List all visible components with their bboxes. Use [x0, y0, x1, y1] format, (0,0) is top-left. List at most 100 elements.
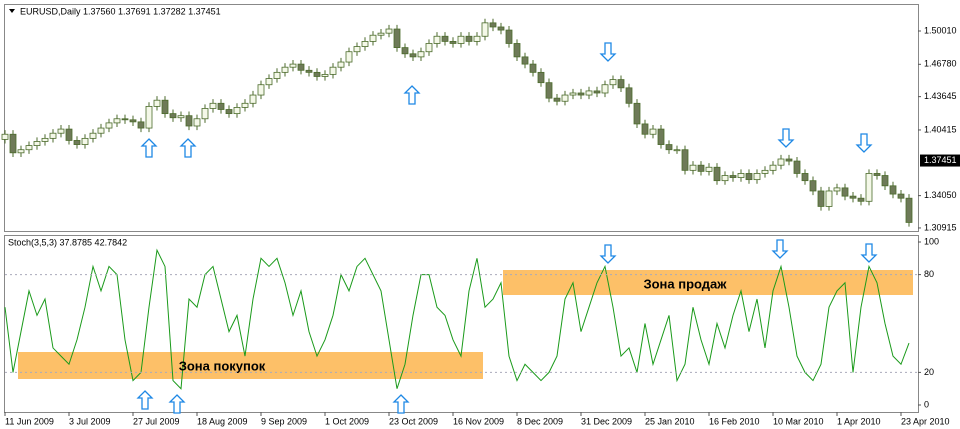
- candle-body: [465, 35, 473, 42]
- candle-body: [817, 190, 825, 207]
- candle-body: [481, 22, 489, 37]
- candle-body: [433, 35, 441, 44]
- candle-body: [841, 187, 849, 197]
- candle-body: [489, 22, 497, 28]
- candle-body: [81, 137, 89, 145]
- candle-body: [105, 122, 113, 129]
- candle-body: [33, 141, 41, 146]
- candle-body: [681, 149, 689, 171]
- x-tick-label: 1 Oct 2009: [325, 416, 369, 426]
- candle-body: [409, 53, 417, 58]
- candle-body: [377, 32, 385, 36]
- y-tick-label: 1.50010: [924, 25, 957, 35]
- candle-body: [305, 69, 313, 73]
- candle-body: [369, 34, 377, 42]
- candle-body: [145, 105, 153, 129]
- candle-body: [353, 46, 361, 53]
- x-tick-label: 1 Apr 2010: [837, 416, 881, 426]
- title-marker: [9, 9, 15, 13]
- stoch-line: [4, 248, 910, 390]
- candle-body: [633, 102, 641, 125]
- candle-body: [593, 90, 601, 94]
- x-tick-label: 8 Dec 2009: [517, 416, 563, 426]
- candle-body: [473, 35, 481, 42]
- candle-body: [625, 87, 633, 104]
- candle-body: [361, 41, 369, 47]
- indicator-pane: [4, 235, 919, 413]
- indicator-title: Stoch(3,5,3) 37.8785 42.7842: [8, 237, 127, 247]
- candle-body: [457, 35, 465, 44]
- candle-body: [673, 149, 681, 152]
- candle-body: [809, 180, 817, 192]
- buy-zone-label: Зона покупок: [179, 358, 266, 373]
- candle-body: [9, 133, 17, 154]
- candle-body: [785, 158, 793, 162]
- candle-body: [217, 102, 225, 110]
- candle-body: [425, 43, 433, 53]
- candle-body: [41, 137, 49, 142]
- candle-body: [257, 84, 265, 96]
- candle-body: [393, 28, 401, 49]
- candle-body: [17, 149, 25, 154]
- candle-body: [609, 79, 617, 86]
- candle-body: [577, 92, 585, 96]
- candle-body: [585, 90, 593, 96]
- candle-body: [233, 107, 241, 115]
- candle-body: [121, 118, 129, 121]
- x-tick-label: 10 Mar 2010: [773, 416, 824, 426]
- candle-body: [777, 158, 785, 166]
- candle-body: [57, 128, 65, 134]
- candle-body: [857, 197, 865, 202]
- candle-body: [569, 92, 577, 96]
- current-price-label: 1.37451: [924, 155, 957, 165]
- candle-body: [889, 185, 897, 195]
- candle-body: [729, 175, 737, 178]
- candle-body: [321, 74, 329, 77]
- x-tick-label: 11 Jun 2009: [5, 416, 54, 426]
- candle-body: [137, 121, 145, 129]
- candle-body: [545, 82, 553, 99]
- candle-body: [185, 115, 193, 127]
- x-tick-label: 25 Jan 2010: [645, 416, 695, 426]
- candle-body: [553, 97, 561, 102]
- candle-body: [705, 166, 713, 172]
- candle-body: [657, 128, 665, 145]
- candle-body: [193, 118, 201, 127]
- candle-body: [561, 94, 569, 102]
- y-tick-label: 20: [924, 367, 934, 377]
- candle-body: [241, 102, 249, 108]
- candle-body: [529, 63, 537, 73]
- y-tick-label: 1.34050: [924, 190, 957, 200]
- candle-body: [713, 166, 721, 182]
- candle-body: [697, 164, 705, 172]
- y-tick-label: 1.40415: [924, 124, 957, 134]
- y-tick-label: 80: [924, 269, 934, 279]
- candle-body: [745, 173, 753, 181]
- chart-title: EURUSD,Daily 1.37560 1.37691 1.37282 1.3…: [20, 6, 221, 16]
- candle-body: [505, 29, 513, 44]
- candle-body: [385, 28, 393, 34]
- candle-body: [737, 173, 745, 178]
- candle-body: [49, 132, 57, 139]
- candle-body: [833, 187, 841, 192]
- candle-body: [449, 41, 457, 44]
- candle-body: [521, 56, 529, 65]
- buy-zone: [18, 352, 483, 379]
- candle-body: [761, 169, 769, 174]
- candle-body: [169, 113, 177, 119]
- candle-body: [905, 197, 913, 223]
- candle-body: [649, 128, 657, 135]
- y-tick-label: 1.43645: [924, 91, 957, 101]
- candle-body: [329, 66, 337, 75]
- candle-body: [65, 128, 73, 141]
- stochastic: [4, 248, 910, 390]
- candle-body: [537, 71, 545, 84]
- x-tick-label: 23 Oct 2009: [389, 416, 438, 426]
- x-tick-label: 3 Jul 2009: [69, 416, 111, 426]
- candle-body: [865, 173, 873, 202]
- candle-body: [225, 109, 233, 115]
- sell-zone-label: Зона продаж: [643, 276, 727, 291]
- candle-body: [249, 94, 257, 104]
- candle-body: [25, 145, 33, 151]
